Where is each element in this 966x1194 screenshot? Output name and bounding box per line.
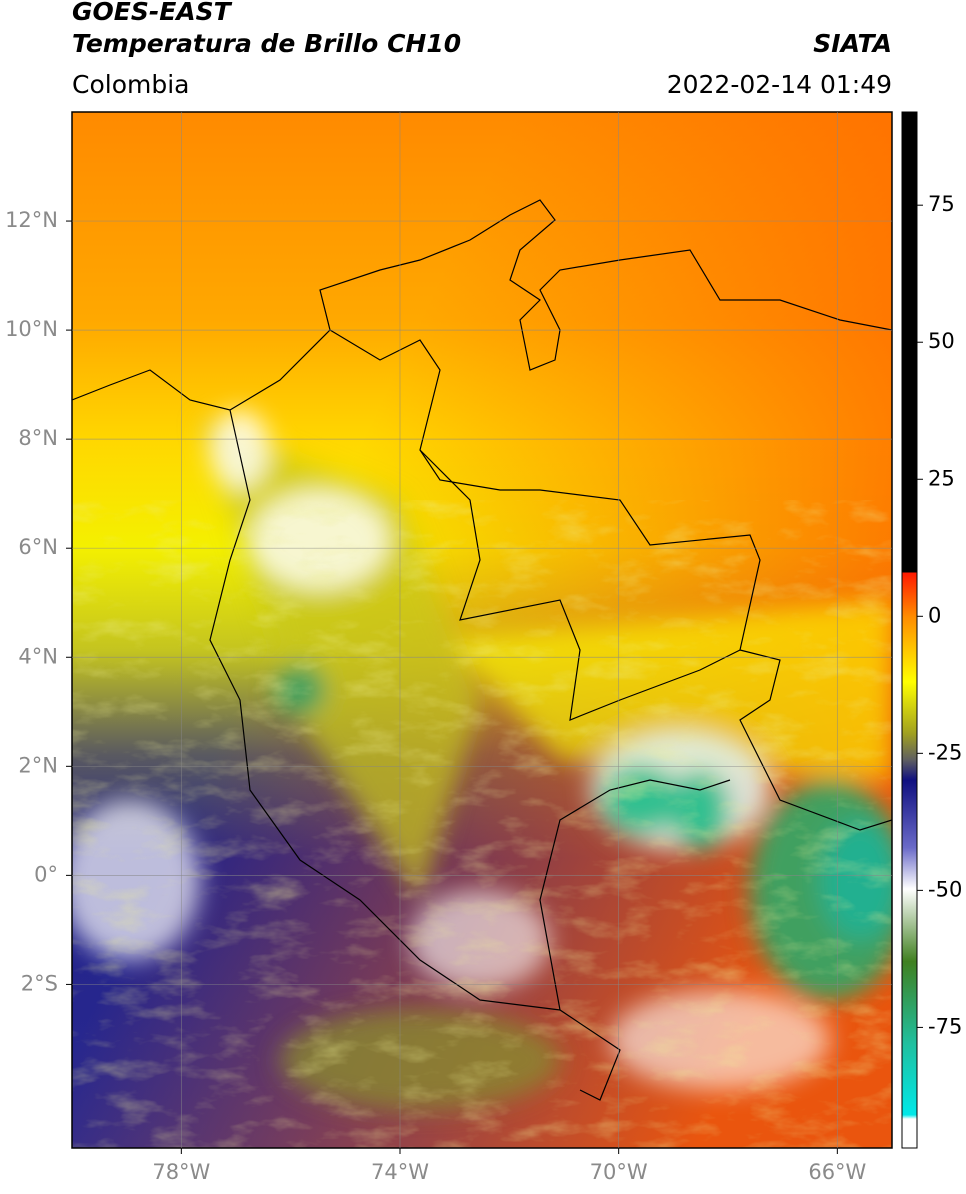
colorbar-tick-label: -75 bbox=[928, 1014, 962, 1038]
x-tick-label: 66°W bbox=[808, 1160, 866, 1184]
colorbar-tick-label: 75 bbox=[928, 192, 955, 216]
y-tick-label: 12°N bbox=[5, 208, 58, 232]
y-tick-label: 10°N bbox=[5, 317, 58, 341]
y-tick-label: 4°N bbox=[18, 644, 58, 668]
satellite-title: GOES-EAST bbox=[72, 0, 233, 26]
y-tick-label: 2°N bbox=[18, 753, 58, 777]
colorbar-tick-label: 50 bbox=[928, 329, 955, 353]
y-tick-label: 8°N bbox=[18, 426, 58, 450]
colorbar-tick-label: 25 bbox=[928, 466, 955, 490]
x-tick-label: 78°W bbox=[152, 1160, 210, 1184]
x-tick-label: 74°W bbox=[371, 1160, 429, 1184]
y-tick-label: 0° bbox=[34, 862, 58, 886]
product-title: Temperatura de Brillo CH10 bbox=[72, 29, 461, 58]
region: Colombia bbox=[72, 70, 189, 99]
colorbar-tick-label: -50 bbox=[928, 877, 962, 901]
colorbar-tick-label: 0 bbox=[928, 603, 941, 627]
y-tick-label: 6°N bbox=[18, 535, 58, 559]
colorbar-tick-label: -25 bbox=[928, 740, 962, 764]
colorbar bbox=[901, 111, 918, 1149]
y-tick-label: 2°S bbox=[21, 971, 58, 995]
datetime: 2022-02-14 01:49 bbox=[667, 70, 892, 99]
imagery bbox=[72, 112, 892, 1148]
agency: SIATA bbox=[813, 29, 892, 58]
map-frame bbox=[71, 111, 893, 1149]
x-tick-label: 70°W bbox=[590, 1160, 648, 1184]
